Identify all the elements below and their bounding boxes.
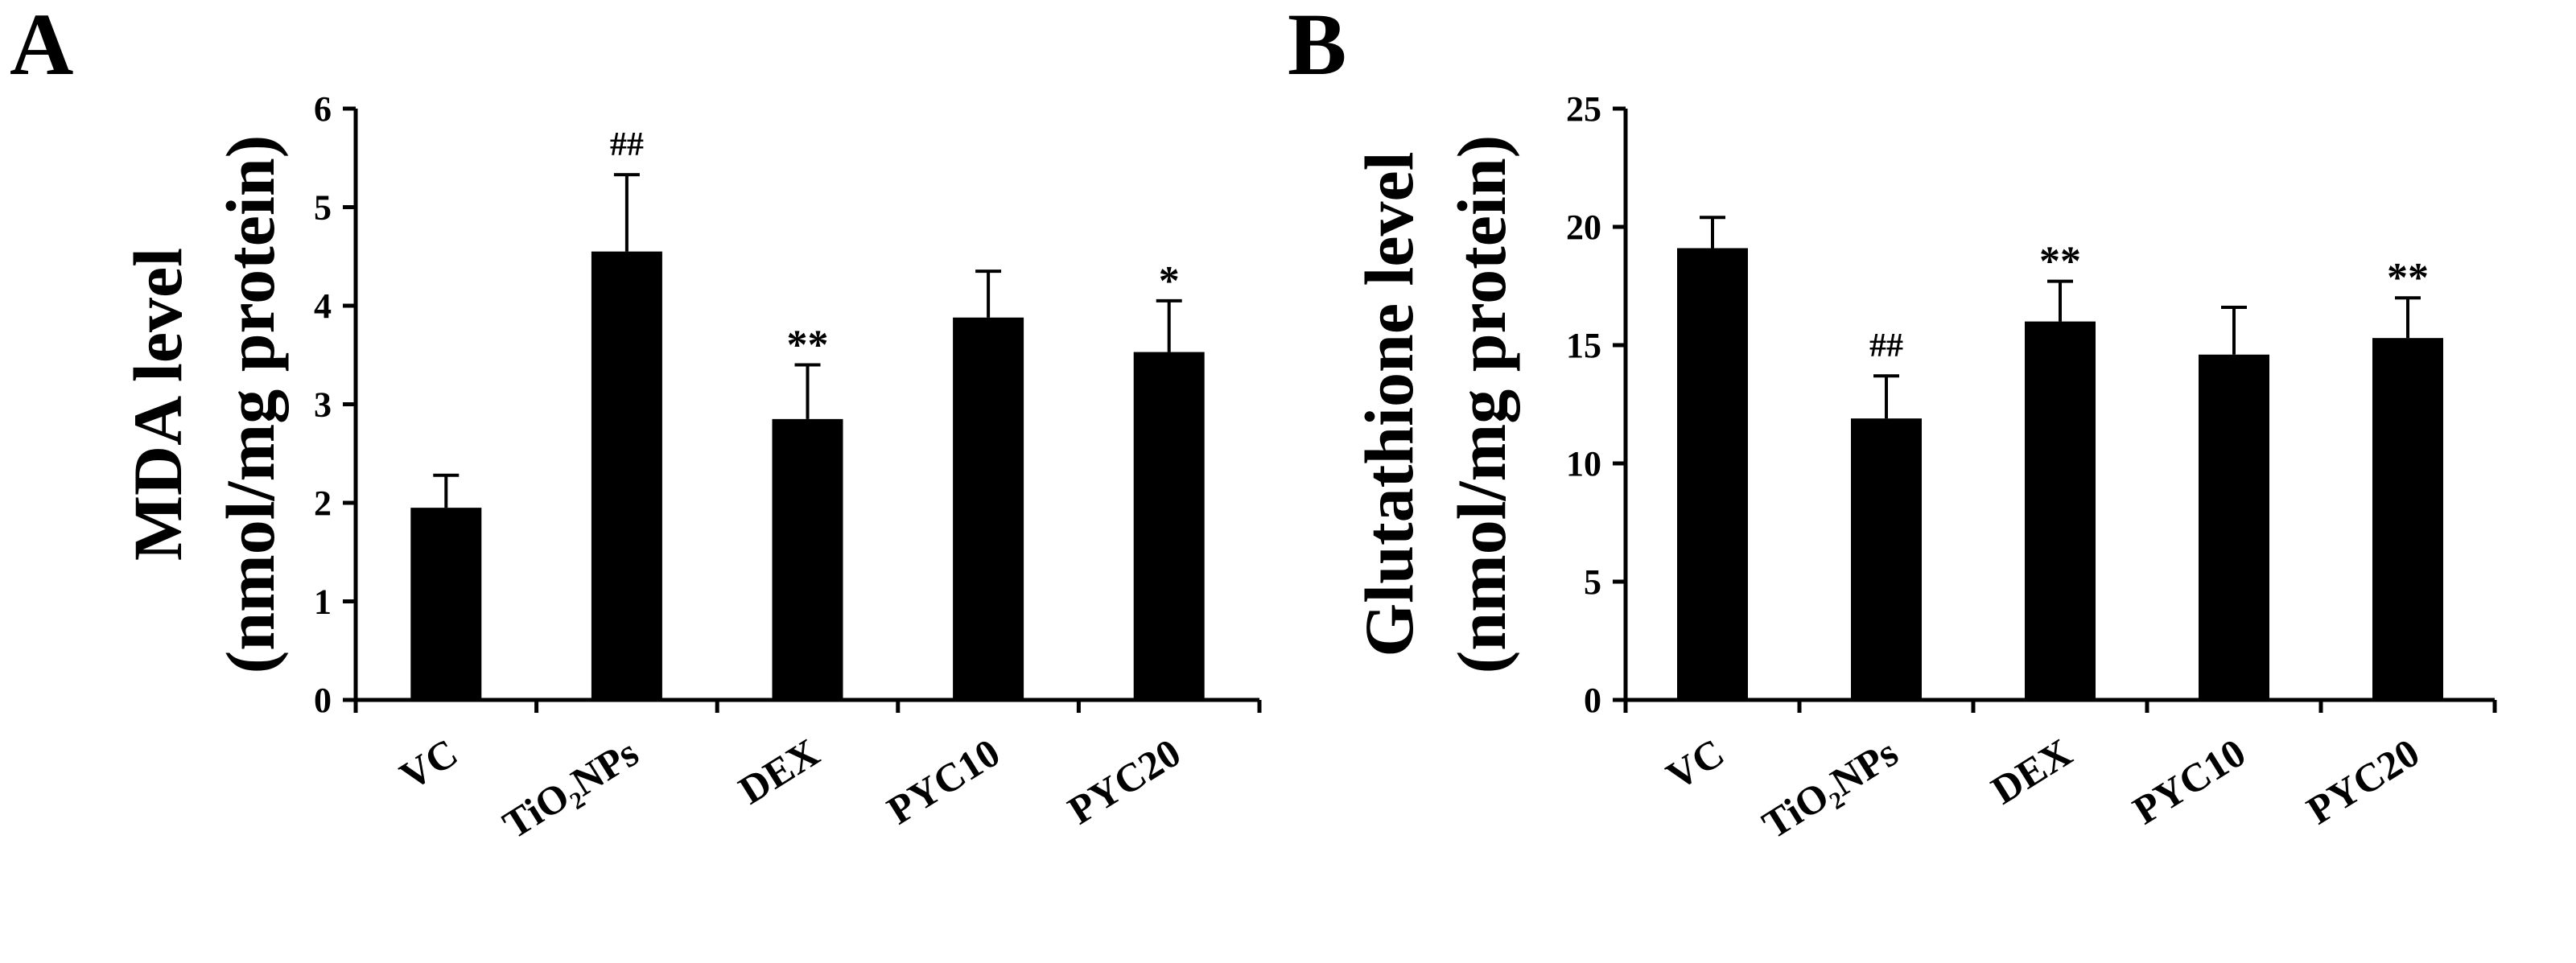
category-label: TiO₂NPs (1754, 730, 1906, 847)
bar (2372, 338, 2443, 700)
bar (772, 418, 843, 700)
y-tick-label: 5 (1584, 562, 1601, 602)
bar (1677, 248, 1748, 701)
significance-marker: * (1159, 258, 1180, 304)
category-label: PYC20 (1060, 730, 1188, 833)
y-axis-label-line1: MDA level (119, 248, 196, 561)
category-label: DEX (1984, 730, 2079, 813)
category-label: PYC10 (880, 730, 1008, 833)
bar (1851, 418, 1922, 700)
significance-marker: ** (787, 323, 829, 368)
chart-panel-a: A MDA level (nmol/mg protein) 0 1 2 3 4 5 6 VC ## Ti… (10, 0, 1262, 847)
y-tick-label: 0 (1584, 681, 1601, 720)
category-label: PYC10 (2125, 730, 2253, 833)
bar (2025, 321, 2096, 700)
y-axis-label-line1: Glutathione level (1350, 151, 1428, 656)
y-tick-label: 10 (1566, 444, 1601, 484)
significance-marker: ## (610, 126, 644, 163)
y-axis-label-line2: (nmol/mg protein) (1443, 135, 1520, 674)
bar (953, 317, 1024, 700)
y-tick-label: 20 (1566, 208, 1601, 247)
y-tick-label: 1 (314, 582, 332, 622)
significance-marker: ** (2039, 239, 2081, 285)
bar (1133, 352, 1205, 700)
y-tick-label: 3 (314, 385, 332, 425)
significance-marker: ## (1869, 327, 1903, 364)
y-tick-label: 25 (1566, 89, 1601, 129)
panel-letter: B (1288, 0, 1346, 93)
y-tick-label: 15 (1566, 326, 1601, 365)
category-label: VC (392, 730, 465, 799)
y-tick-label: 0 (314, 681, 332, 720)
category-label: PYC20 (2299, 730, 2427, 833)
chart-panel-b: B Glutathione level (nmol/mg protein) 0 5 10 1… (1288, 0, 2576, 963)
y-tick-label: 5 (314, 188, 332, 228)
y-tick-label: 2 (314, 484, 332, 523)
bar (410, 508, 482, 700)
category-label: TiO₂NPs (495, 730, 646, 847)
bar (2199, 354, 2269, 700)
bar (591, 251, 662, 700)
y-tick-label: 4 (314, 286, 332, 326)
y-axis-label-line2: (nmol/mg protein) (212, 135, 289, 674)
category-label: VC (1659, 730, 1732, 799)
mda-bar-chart: A MDA level (nmol/mg protein) 0 1 2 3 4 5 6 VC ## Ti… (10, 0, 1262, 847)
significance-marker: ** (2387, 255, 2429, 301)
panel-letter: A (10, 0, 73, 93)
y-tick-label: 6 (314, 89, 332, 129)
category-label: DEX (731, 730, 826, 813)
